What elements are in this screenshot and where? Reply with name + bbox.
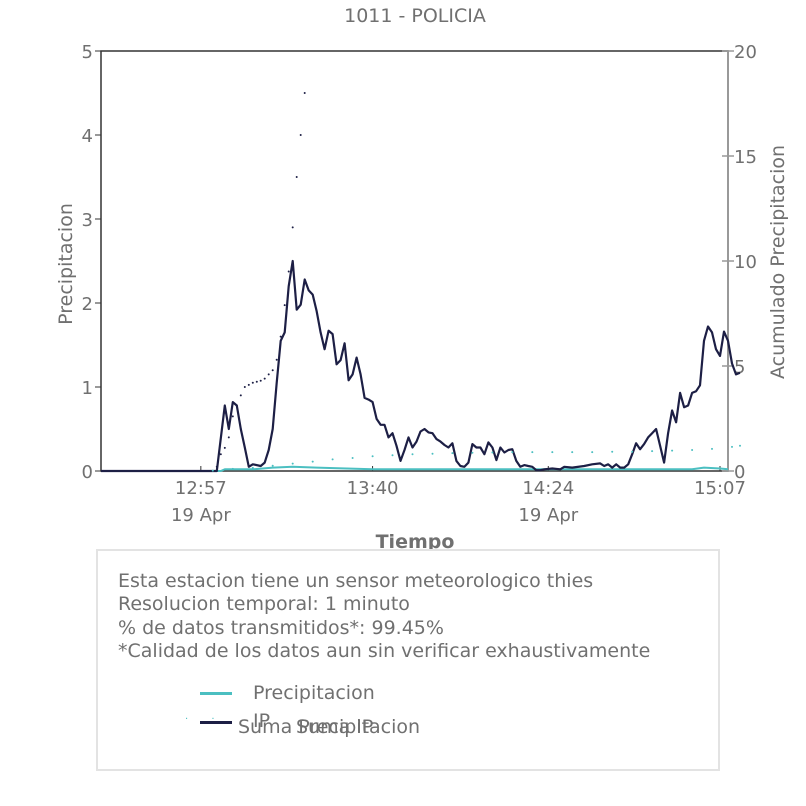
x-axis-ticks: 12:57 19 Apr 13:40 14:24 19 Apr 15:07	[171, 466, 746, 526]
y2-tick-label: 20	[734, 42, 757, 63]
series-suma-ip-point	[691, 449, 694, 451]
y-tick-label: 0	[82, 462, 93, 483]
series-suma-ip-point	[371, 455, 374, 458]
y-tick-label: 3	[82, 210, 93, 231]
series-suma-precipitacion-point	[239, 394, 242, 397]
info-legend-box: Esta estacion tiene un sensor meteorolog…	[96, 549, 720, 771]
series-suma-precipitacion-point	[235, 404, 238, 407]
series-suma-precipitacion-point	[295, 176, 298, 178]
series-suma-precipitacion-point	[287, 270, 290, 273]
series-suma-precipitacion-point	[251, 381, 254, 384]
series-suma-ip-point	[491, 451, 494, 454]
series-suma-precipitacion-point	[219, 453, 222, 456]
series-suma-ip-point	[511, 451, 514, 454]
series-suma-ip-point	[739, 444, 741, 447]
series-suma-ip-point	[451, 452, 454, 455]
series-suma-precipitacion-point	[259, 379, 262, 382]
legend-suma-ip-swatch: · ·	[185, 714, 225, 725]
y-tick-label: 5	[82, 42, 93, 63]
series-suma-precipitacion-point	[255, 380, 258, 383]
y-tick-label: 2	[82, 294, 93, 315]
series-layer	[101, 92, 741, 473]
x-tick-label: 14:24	[522, 478, 574, 499]
series-suma-precipitacion-point	[303, 92, 306, 94]
series-suma-precipitacion-point	[247, 383, 250, 386]
series-suma-precipitacion-point	[243, 386, 246, 388]
x-tick-label: 13:40	[347, 478, 399, 499]
info-sensor-line: Esta estacion tiene un sensor meteorolog…	[118, 570, 594, 592]
legend-suma-label: Suma Precipitacion	[238, 716, 421, 738]
y-tick-label: 4	[82, 126, 93, 147]
series-ip-line	[101, 259, 741, 473]
x-tick-date-label: 19 Apr	[171, 505, 231, 526]
series-suma-ip-point	[311, 460, 314, 463]
series-suma-ip-point	[651, 450, 654, 453]
series-precipitacion-line	[101, 465, 729, 472]
y2-tick-label: 15	[734, 147, 757, 168]
info-resolution-line: Resolucion temporal: 1 minuto	[118, 593, 410, 615]
series-suma-precipitacion-point	[223, 446, 226, 449]
info-transmitted-line: % de datos transmitidos*: 99.45%	[118, 617, 444, 639]
x-tick-label: 15:07	[694, 478, 746, 499]
x-tick-label: 12:57	[175, 478, 227, 499]
y2-tick-label: 5	[734, 357, 745, 378]
series-suma-precipitacion-point	[227, 436, 230, 439]
series-suma-ip-point	[211, 469, 214, 472]
series-suma-ip-point	[611, 450, 614, 453]
series-suma-ip-point	[351, 457, 354, 459]
series-suma-ip-point	[231, 467, 234, 470]
series-suma-ip-point	[291, 462, 294, 465]
series-suma-precipitacion-point	[267, 373, 270, 376]
series-suma-ip-point	[591, 451, 594, 454]
series-suma-ip-point	[631, 450, 634, 453]
y-tick-label: 1	[82, 378, 93, 399]
series-suma-precipitacion-point	[291, 226, 294, 229]
chart: 1011 - POLICIA 0 1 2 3 4 5 0 5 10 15 20 12:57 19 A…	[55, 5, 789, 553]
y2-tick-label: 0	[734, 462, 745, 483]
legend-precipitacion-swatch	[200, 692, 232, 695]
series-suma-ip-point	[331, 458, 334, 461]
series-suma-ip-point	[571, 451, 574, 454]
series-suma-ip-point	[551, 451, 554, 454]
series-suma-ip-point	[251, 466, 254, 469]
x-axis-label: Tiempo	[376, 531, 455, 553]
series-suma-ip-point	[731, 445, 733, 448]
series-suma-precipitacion-point	[271, 369, 274, 372]
series-suma-precipitacion-point	[231, 415, 234, 418]
series-suma-precipitacion-point	[215, 465, 218, 468]
y2-tick-label: 10	[734, 252, 757, 273]
series-suma-ip-point	[271, 464, 274, 467]
y2-axis-label: Acumulado Precipitacion	[767, 145, 789, 379]
series-suma-ip-point	[711, 447, 713, 450]
legend-precipitacion-label: Precipitacion	[253, 682, 375, 704]
series-suma-precipitacion-point	[279, 335, 282, 338]
series-suma-precipitacion-point	[275, 358, 278, 361]
y-axis-ticks: 0 1 2 3 4 5	[82, 42, 101, 483]
chart-title: 1011 - POLICIA	[344, 5, 486, 27]
legend-suma-ip-label: Suma IP	[296, 716, 374, 738]
legend-ip-label: IP	[253, 710, 271, 732]
series-suma-ip-point	[411, 453, 414, 456]
series-suma-ip-point	[471, 451, 474, 454]
series-suma-precipitacion-point	[299, 134, 302, 136]
y2-axis-ticks: 0 5 10 15 20	[722, 42, 757, 483]
series-suma-precipitacion-point	[263, 377, 266, 380]
plot-frame	[100, 50, 729, 472]
info-quality-line: *Calidad de los datos aun sin verificar …	[118, 640, 651, 662]
series-suma-precipitacion-point	[283, 304, 286, 307]
x-tick-date-label: 19 Apr	[518, 505, 578, 526]
series-suma-ip-point	[671, 449, 674, 452]
series-suma-ip-point	[531, 451, 534, 454]
legend-ip-swatch	[200, 721, 232, 724]
series-suma-ip-point	[391, 454, 394, 457]
series-suma-ip-point	[431, 452, 434, 455]
y-axis-label: Precipitacion	[55, 203, 77, 325]
